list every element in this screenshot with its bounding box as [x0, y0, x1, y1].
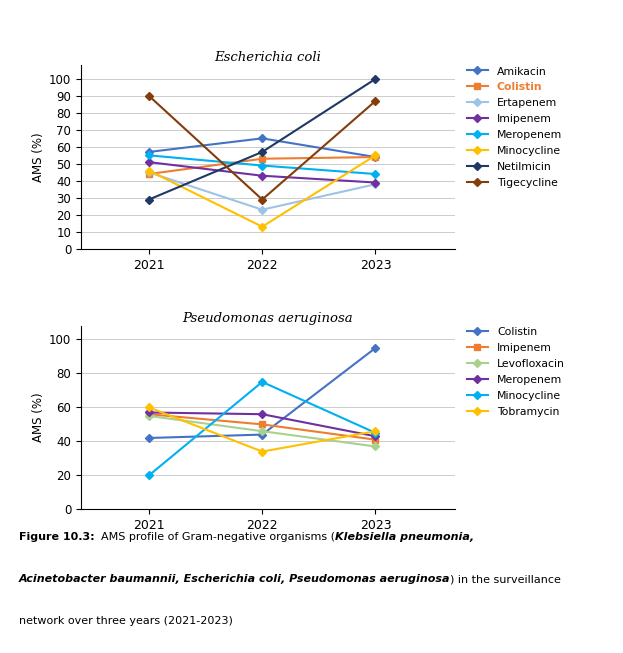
Y-axis label: AMS (%): AMS (%): [32, 132, 45, 182]
Text: AMS profile of Gram-negative organisms (: AMS profile of Gram-negative organisms (: [94, 532, 335, 542]
Legend: Colistin, Imipenem, Levofloxacin, Meropenem, Minocycline, Tobramycin: Colistin, Imipenem, Levofloxacin, Merope…: [462, 322, 569, 421]
Text: ) in the surveillance: ) in the surveillance: [450, 574, 561, 584]
Title: Pseudomonas aeruginosa: Pseudomonas aeruginosa: [183, 311, 353, 325]
Y-axis label: AMS (%): AMS (%): [32, 393, 45, 443]
Text: Klebsiella pneumonia,: Klebsiella pneumonia,: [335, 532, 475, 542]
Text: Figure 10.3:: Figure 10.3:: [19, 532, 94, 542]
Legend: Amikacin, Colistin, Ertapenem, Imipenem, Meropenem, Minocycline, Netilmicin, Tig: Amikacin, Colistin, Ertapenem, Imipenem,…: [462, 61, 566, 193]
Text: network over three years (2021-2023): network over three years (2021-2023): [19, 616, 232, 626]
Title: Escherichia coli: Escherichia coli: [214, 51, 321, 64]
Text: Acinetobacter baumannii, Escherichia coli, Pseudomonas aeruginosa: Acinetobacter baumannii, Escherichia col…: [19, 574, 450, 584]
